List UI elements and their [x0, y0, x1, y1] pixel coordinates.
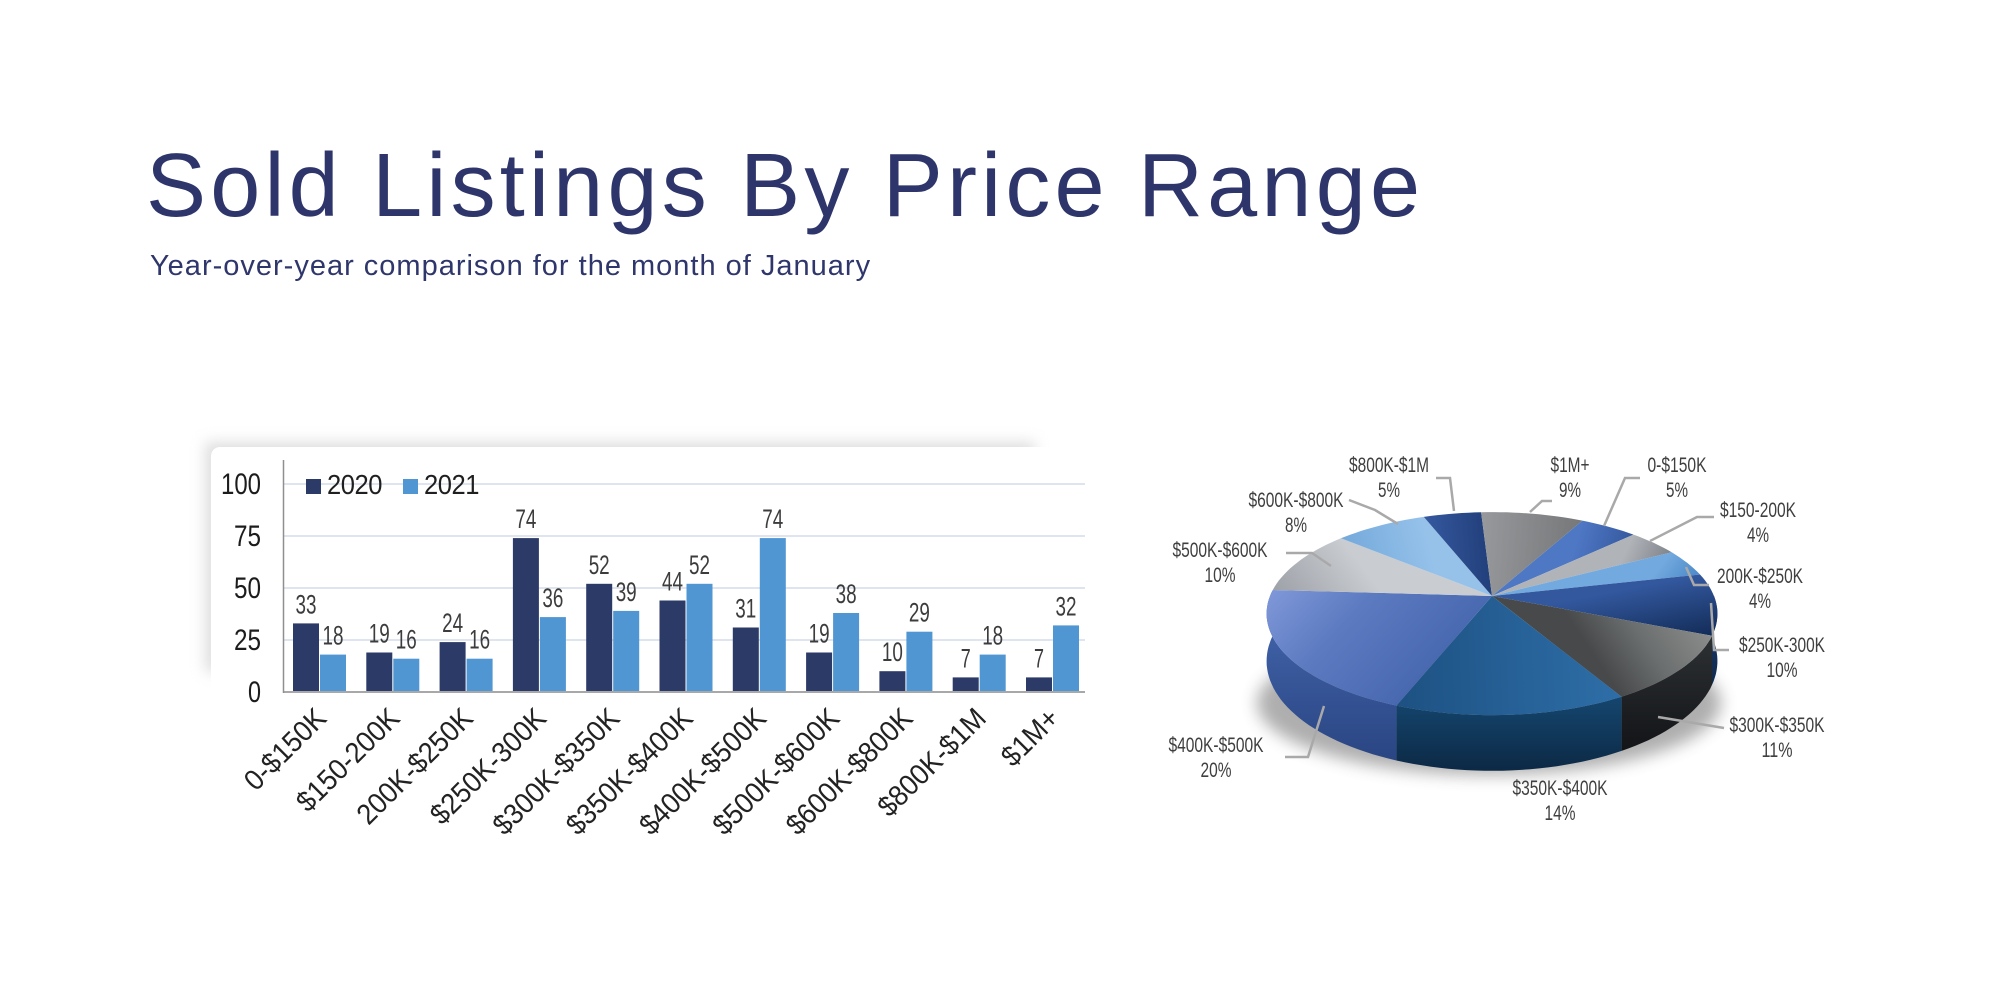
svg-text:31: 31	[735, 594, 756, 624]
svg-text:74: 74	[515, 504, 536, 534]
svg-text:$250K-300K: $250K-300K	[1739, 634, 1825, 657]
svg-text:16: 16	[469, 625, 490, 655]
svg-text:32: 32	[1056, 591, 1077, 621]
svg-text:20%: 20%	[1201, 759, 1232, 782]
svg-text:38: 38	[836, 579, 857, 609]
svg-text:Year-over-year comparison for: Year-over-year comparison for the month …	[150, 250, 871, 282]
svg-text:10: 10	[882, 637, 903, 667]
svg-text:18: 18	[982, 621, 1003, 651]
svg-text:2021: 2021	[424, 469, 479, 500]
svg-text:52: 52	[689, 550, 710, 580]
svg-text:$500K-$600K: $500K-$600K	[1173, 539, 1268, 562]
svg-text:$1M+: $1M+	[1551, 454, 1590, 477]
svg-text:0-$150K: 0-$150K	[1648, 454, 1707, 477]
svg-text:52: 52	[589, 550, 610, 580]
svg-text:39: 39	[616, 577, 637, 607]
svg-text:10%: 10%	[1767, 659, 1798, 682]
svg-text:2020: 2020	[327, 469, 382, 500]
svg-text:$400K-$500K: $400K-$500K	[1169, 734, 1264, 757]
svg-text:25: 25	[234, 624, 261, 657]
svg-text:11%: 11%	[1762, 739, 1793, 762]
svg-text:24: 24	[442, 608, 463, 638]
svg-text:$300K-$350K: $300K-$350K	[1730, 714, 1825, 737]
svg-text:29: 29	[909, 598, 930, 628]
svg-text:44: 44	[662, 567, 683, 597]
svg-text:74: 74	[762, 504, 783, 534]
svg-text:$350K-$400K: $350K-$400K	[1513, 777, 1608, 800]
svg-text:7: 7	[961, 643, 971, 673]
svg-text:16: 16	[396, 625, 417, 655]
svg-text:14%: 14%	[1545, 802, 1576, 825]
svg-text:18: 18	[323, 621, 344, 651]
svg-text:4%: 4%	[1749, 590, 1771, 613]
svg-text:0: 0	[248, 676, 261, 709]
svg-text:19: 19	[369, 619, 390, 649]
svg-text:50: 50	[234, 572, 261, 605]
svg-text:Sold Listings By Price Range: Sold Listings By Price Range	[146, 136, 1424, 236]
svg-text:33: 33	[296, 589, 317, 619]
svg-text:5%: 5%	[1378, 479, 1400, 502]
svg-text:100: 100	[221, 468, 261, 501]
svg-text:36: 36	[542, 583, 563, 613]
svg-text:75: 75	[234, 520, 261, 553]
svg-text:9%: 9%	[1559, 479, 1581, 502]
svg-text:5%: 5%	[1666, 479, 1688, 502]
svg-text:$600K-$800K: $600K-$800K	[1249, 489, 1344, 512]
svg-text:200K-$250K: 200K-$250K	[1717, 565, 1803, 588]
svg-text:8%: 8%	[1285, 514, 1307, 537]
svg-text:4%: 4%	[1747, 524, 1769, 547]
svg-text:10%: 10%	[1205, 564, 1236, 587]
svg-text:$150-200K: $150-200K	[1720, 499, 1796, 522]
svg-text:$800K-$1M: $800K-$1M	[1349, 454, 1429, 477]
svg-text:7: 7	[1034, 643, 1044, 673]
svg-text:19: 19	[809, 619, 830, 649]
